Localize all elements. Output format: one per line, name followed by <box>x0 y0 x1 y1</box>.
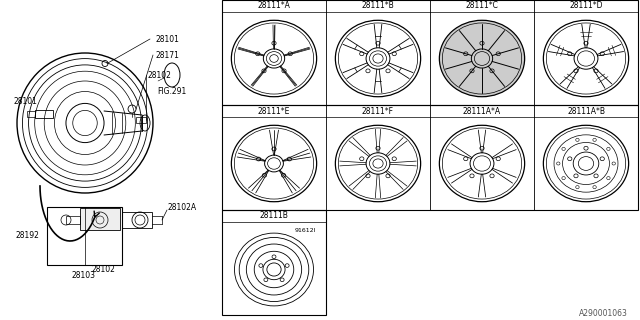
Text: FIG.291: FIG.291 <box>157 86 187 95</box>
Text: 28111*C: 28111*C <box>465 2 499 11</box>
Text: 91612I: 91612I <box>294 228 316 233</box>
Text: 28111*B: 28111*B <box>362 2 394 11</box>
Bar <box>222 210 326 315</box>
Bar <box>27 111 35 117</box>
Text: 28103: 28103 <box>72 270 96 279</box>
Bar <box>122 212 152 228</box>
Bar <box>35 110 53 118</box>
Text: 28111*E: 28111*E <box>258 107 290 116</box>
Bar <box>66 216 80 224</box>
Bar <box>47 207 122 265</box>
Text: 28102A: 28102A <box>168 204 197 212</box>
Text: 28192: 28192 <box>15 231 39 241</box>
Bar <box>222 105 638 210</box>
Text: 28111B: 28111B <box>260 212 289 220</box>
Ellipse shape <box>440 20 525 97</box>
Text: 28111*A: 28111*A <box>257 2 291 11</box>
Text: A290001063: A290001063 <box>579 309 628 318</box>
Text: 28111*F: 28111*F <box>362 107 394 116</box>
Text: 28171: 28171 <box>155 51 179 60</box>
Text: 28111*D: 28111*D <box>569 2 603 11</box>
Text: 28101: 28101 <box>13 98 37 107</box>
Text: 28111A*B: 28111A*B <box>567 107 605 116</box>
Bar <box>136 117 146 123</box>
Bar <box>80 208 120 230</box>
Text: 28111A*A: 28111A*A <box>463 107 501 116</box>
Text: 28101: 28101 <box>155 35 179 44</box>
Text: 28102: 28102 <box>148 70 172 79</box>
Bar <box>222 0 638 105</box>
Text: 28102: 28102 <box>92 266 115 275</box>
